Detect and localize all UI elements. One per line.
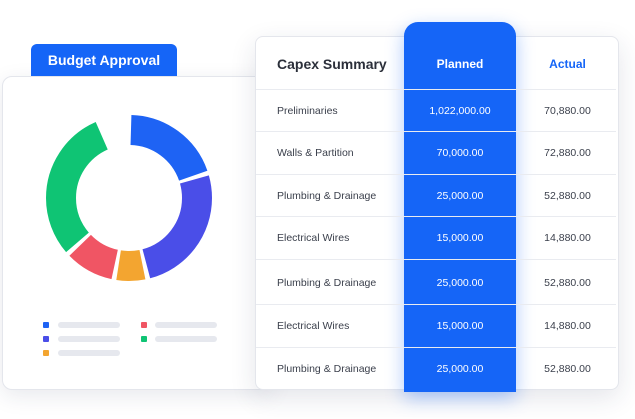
row-divider — [256, 304, 616, 305]
row-actual-value: 14,880.00 — [544, 232, 591, 244]
row-planned-value: 15,000.00 — [436, 320, 484, 332]
capex-summary-title: Capex Summary — [277, 56, 387, 72]
legend-bar — [155, 336, 217, 342]
row-item-label: Plumbing & Drainage — [277, 363, 377, 375]
legend-bar — [58, 322, 120, 328]
donut-segment-green — [46, 115, 212, 281]
row-planned-value: 25,000.00 — [436, 190, 484, 202]
row-actual-value: 52,880.00 — [544, 277, 591, 289]
legend-dot-indigo — [43, 336, 49, 342]
row-planned-value: 25,000.00 — [436, 277, 484, 289]
legend-dot-blue — [43, 322, 49, 328]
row-planned-value: 70,000.00 — [436, 147, 484, 159]
row-actual-value: 14,880.00 — [544, 320, 591, 332]
row-actual-value: 72,880.00 — [544, 147, 591, 159]
row-planned-value: 15,000.00 — [436, 232, 484, 244]
row-actual-value: 52,880.00 — [544, 363, 591, 375]
planned-column-header[interactable]: Planned — [436, 57, 484, 71]
row-divider — [256, 89, 616, 90]
legend-bar — [58, 350, 120, 356]
legend-bar — [58, 336, 120, 342]
row-planned-value: 1,022,000.00 — [429, 105, 491, 117]
row-item-label: Electrical Wires — [277, 232, 350, 244]
legend-bar — [155, 322, 217, 328]
planned-column-highlight — [404, 22, 516, 392]
row-item-label: Plumbing & Drainage — [277, 277, 377, 289]
row-divider — [256, 216, 616, 217]
row-divider — [256, 259, 616, 260]
row-planned-value: 25,000.00 — [436, 363, 484, 375]
row-item-label: Walls & Partition — [277, 147, 354, 159]
legend-dot-orange — [43, 350, 49, 356]
budget-approval-tab[interactable]: Budget Approval — [31, 44, 177, 76]
actual-column-header[interactable]: Actual — [549, 57, 586, 71]
legend-dot-green — [141, 336, 147, 342]
row-divider — [256, 131, 616, 132]
legend-dot-red — [141, 322, 147, 328]
donut-segment-orange — [46, 115, 212, 281]
donut-segment-indigo — [46, 115, 212, 281]
row-actual-value: 70,880.00 — [544, 105, 591, 117]
row-actual-value: 52,880.00 — [544, 190, 591, 202]
row-item-label: Electrical Wires — [277, 320, 350, 332]
row-divider — [256, 174, 616, 175]
row-item-label: Plumbing & Drainage — [277, 190, 377, 202]
row-item-label: Preliminaries — [277, 105, 338, 117]
budget-donut-chart — [46, 115, 212, 281]
row-divider — [256, 347, 616, 348]
